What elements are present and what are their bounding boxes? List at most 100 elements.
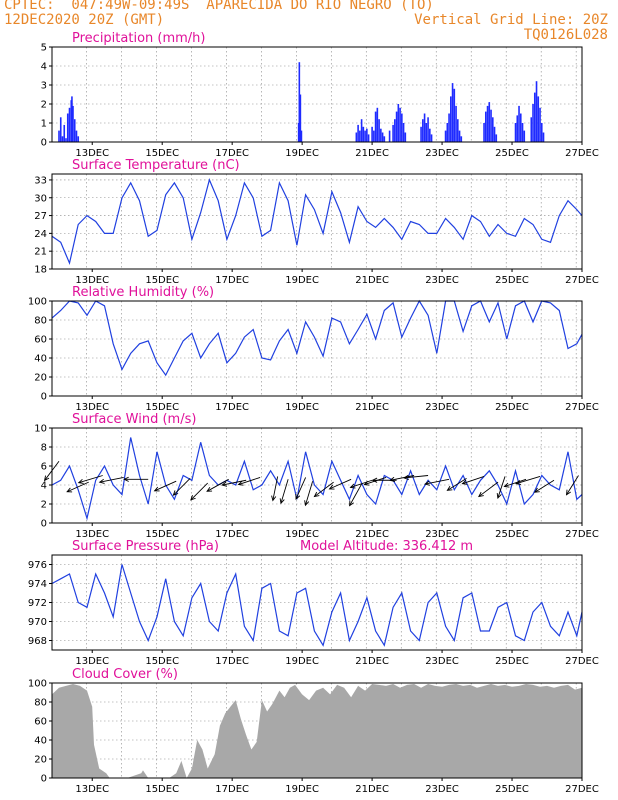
precip-bar — [360, 119, 363, 142]
precip-bar — [422, 119, 424, 142]
y-tick-label: 18 — [34, 265, 47, 276]
y-tick-label: 20 — [34, 755, 47, 766]
wind-arrow-head — [77, 478, 84, 484]
y-tick-label: 27 — [34, 211, 47, 222]
precip-bar — [381, 132, 384, 142]
precip-bar — [542, 132, 545, 142]
wind-arrow-head — [478, 491, 484, 498]
precip-bar — [483, 123, 485, 142]
x-tick-label: 13DEC — [75, 529, 109, 540]
wind-arrow — [190, 482, 208, 501]
x-tick-label: 27DEC — [565, 529, 599, 540]
x-tick-label: 25DEC — [495, 275, 529, 286]
header-date: 12DEC2020 20Z (GMT) — [4, 12, 165, 28]
y-tick-label: 24 — [34, 229, 47, 240]
y-tick-label: 60 — [34, 717, 47, 728]
series-line — [51, 178, 583, 266]
y-tick-label: 60 — [34, 335, 47, 346]
precip-bar — [376, 107, 379, 142]
header-grid-line: Vertical Grid Line: 20Z — [414, 12, 608, 28]
y-tick-label: 21 — [34, 247, 47, 258]
precip-bar — [450, 96, 452, 142]
x-tick-label: 23DEC — [425, 656, 459, 667]
x-tick-label: 19DEC — [285, 656, 319, 667]
precip-bar — [394, 119, 396, 142]
precip-bar — [66, 113, 69, 142]
x-tick-label: 13DEC — [75, 402, 109, 413]
x-tick-label: 23DEC — [425, 402, 459, 413]
wind-arrow — [497, 476, 506, 499]
precip-bar — [300, 130, 303, 142]
panel-frame — [51, 46, 583, 143]
y-tick-label: 80 — [34, 316, 47, 327]
x-tick-label: 21DEC — [355, 402, 389, 413]
precip-bar — [491, 117, 494, 142]
x-tick-label: 25DEC — [495, 656, 529, 667]
x-tick-label: 15DEC — [145, 656, 179, 667]
precip-bar — [367, 134, 370, 142]
wind-arrow — [206, 478, 229, 492]
precip-bar — [395, 111, 398, 142]
y-tick-label: 8 — [41, 443, 47, 454]
wind-arrow-head — [295, 493, 301, 500]
wind-arrow-head — [424, 480, 431, 486]
precip-bar — [58, 130, 60, 142]
y-tick-label: 33 — [34, 175, 47, 186]
precip-bar — [521, 123, 524, 142]
y-tick-label: 0 — [41, 392, 47, 403]
x-tick-label: 19DEC — [285, 784, 319, 795]
precip-bar — [402, 123, 405, 142]
precip-bar — [374, 111, 377, 142]
precip-bar — [457, 119, 459, 142]
x-tick-label: 15DEC — [145, 148, 179, 159]
precip-bar — [298, 62, 301, 143]
y-tick-label: 80 — [34, 698, 47, 709]
x-tick-label: 27DEC — [565, 148, 599, 159]
wind-arrow — [78, 475, 103, 484]
wind-arrow — [424, 478, 450, 485]
precip-bar — [518, 105, 520, 142]
precip-bar — [484, 111, 487, 142]
x-tick-label: 19DEC — [285, 148, 319, 159]
panel-frame — [51, 682, 583, 779]
precip-bar — [299, 94, 302, 142]
precip-bar — [404, 132, 407, 142]
x-tick-label: 27DEC — [565, 402, 599, 413]
precip-bar — [359, 130, 361, 142]
precip-bar — [460, 136, 463, 142]
wind-arrow — [478, 481, 499, 497]
wind-arrow-head — [221, 481, 228, 487]
x-tick-label: 15DEC — [145, 275, 179, 286]
x-tick-label: 21DEC — [355, 784, 389, 795]
y-tick-label: 10 — [34, 424, 47, 435]
wind-arrow — [314, 481, 334, 497]
precip-bar — [429, 128, 431, 142]
panel-title: Relative Humidity (%) — [72, 285, 214, 300]
x-tick-label: 25DEC — [495, 529, 529, 540]
panel-frame — [51, 427, 583, 524]
y-tick-label: 970 — [28, 617, 47, 628]
x-tick-label: 25DEC — [495, 402, 529, 413]
y-tick-label: 100 — [28, 679, 47, 690]
wind-arrow-head — [271, 495, 277, 502]
series-line — [51, 437, 583, 521]
y-tick-label: 3 — [41, 81, 47, 92]
x-tick-label: 17DEC — [215, 784, 249, 795]
wind-arrow — [462, 476, 485, 485]
precip-bar — [430, 134, 433, 142]
wind-arrow — [447, 477, 467, 491]
x-tick-label: 27DEC — [565, 784, 599, 795]
wind-arrow-head — [515, 479, 522, 485]
precip-bar — [516, 115, 519, 142]
x-tick-label: 19DEC — [285, 402, 319, 413]
precip-bar — [378, 119, 380, 142]
precip-bar — [446, 123, 449, 142]
x-tick-label: 17DEC — [215, 275, 249, 286]
precip-bar — [444, 130, 447, 142]
precip-bar — [68, 107, 71, 142]
wind-arrow — [515, 476, 541, 485]
precip-bar — [427, 117, 429, 142]
wind-arrow — [534, 479, 555, 493]
wind-arrow — [404, 475, 429, 479]
precip-bar — [61, 136, 64, 142]
